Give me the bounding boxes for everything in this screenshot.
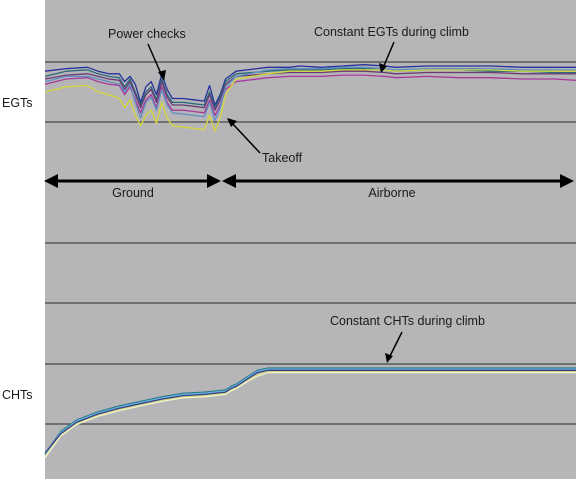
egts-series-line-5: [44, 69, 576, 132]
divider-gridlines: [45, 242, 576, 304]
constant-egts-pointer: [382, 41, 395, 69]
airborne-arrow-right-head: [560, 174, 574, 188]
chts-series-line-1: [44, 367, 576, 455]
power-checks-pointer: [147, 43, 163, 77]
constant-egts-annotation: Constant EGTs during climb: [314, 25, 469, 39]
phase-arrows: Ground Airborne: [44, 174, 574, 200]
egt-gridlines: [45, 61, 576, 123]
chts-series-line-4: [44, 371, 576, 459]
ground-arrow-right-head: [207, 174, 221, 188]
ground-label: Ground: [112, 186, 154, 200]
takeoff-annotation: Takeoff: [262, 151, 303, 165]
cht-series-group: [44, 367, 576, 459]
constant-chts-annotation: Constant CHTs during climb: [330, 314, 485, 328]
cht-axis-label: CHTs: [2, 388, 33, 402]
annotations: Power checks Constant EGTs during climb …: [108, 25, 485, 363]
ground-arrow-left-head: [44, 174, 58, 188]
egts-series-line-4: [44, 74, 576, 117]
power-checks-pointer-head: [158, 70, 166, 81]
egts-series-line-1: [44, 64, 576, 106]
egt-axis-label: EGTs: [2, 96, 33, 110]
takeoff-pointer: [230, 121, 261, 154]
egt-series-group: [44, 64, 576, 132]
chts-series-line-2: [44, 368, 576, 456]
chts-series-line-3: [44, 370, 576, 457]
constant-egts-pointer-head: [379, 63, 387, 73]
egts-series-line-6: [44, 66, 576, 122]
cht-gridlines: [45, 363, 576, 425]
egts-series-line-3: [44, 70, 576, 111]
airborne-label: Airborne: [368, 186, 415, 200]
power-checks-annotation: Power checks: [108, 27, 186, 41]
airborne-arrow-left-head: [222, 174, 236, 188]
constant-chts-pointer: [388, 331, 403, 359]
takeoff-pointer-head: [227, 118, 237, 127]
chts-series-line-5: [44, 369, 576, 454]
plot-background: [45, 0, 576, 479]
constant-chts-pointer-head: [385, 353, 393, 363]
